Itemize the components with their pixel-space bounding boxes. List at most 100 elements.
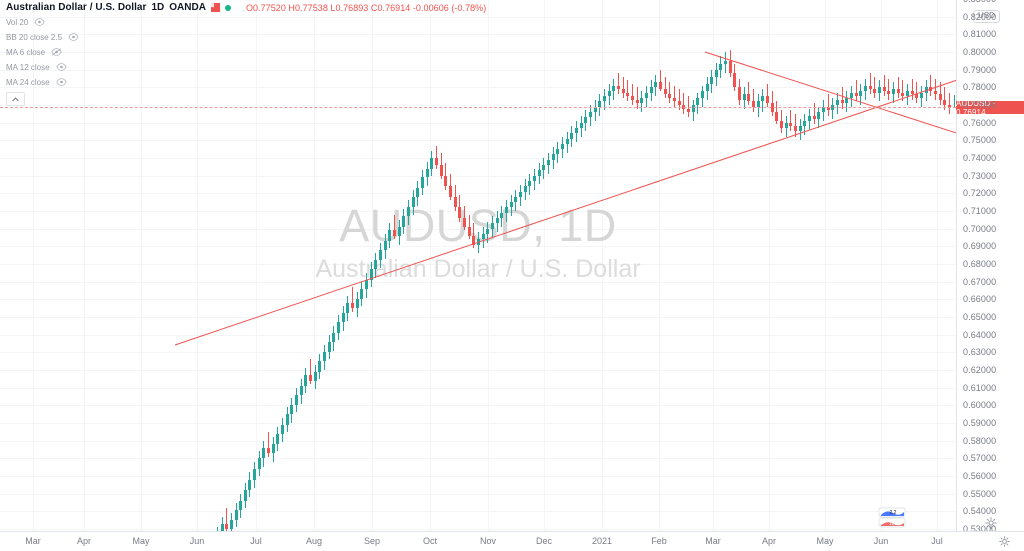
candle-wick	[944, 87, 945, 111]
candle-wick	[637, 87, 638, 109]
candle-body-down	[468, 226, 471, 236]
candle-body-down	[458, 207, 461, 219]
eye-icon[interactable]	[55, 63, 67, 71]
candle-body-up	[365, 279, 368, 289]
candle-body-up	[524, 186, 527, 192]
candle-wick	[940, 82, 941, 105]
candle-body-up	[603, 96, 606, 102]
candle-body-down	[887, 90, 890, 95]
candle-body-up	[836, 99, 839, 105]
indicator-legend-row[interactable]: BB 20 close 2.5	[6, 30, 486, 44]
candle-wick	[884, 74, 885, 97]
eye-icon[interactable]	[68, 33, 79, 41]
price-tick-label: 0.58000	[963, 436, 997, 446]
price-tick-label: 0.64000	[963, 330, 997, 340]
candle-body-up	[584, 117, 587, 123]
candle-body-up	[580, 122, 583, 128]
exchange-label[interactable]: OANDA	[169, 2, 206, 13]
gridline-vertical	[713, 0, 714, 531]
interval-label[interactable]: 1D	[151, 2, 165, 13]
candle-body-up	[300, 385, 303, 395]
gridline-horizontal	[0, 34, 956, 35]
price-tick-label: 0.69000	[963, 241, 997, 251]
candle-wick	[748, 82, 749, 105]
price-tick-label: 0.60000	[963, 400, 997, 410]
gear-icon[interactable]	[985, 517, 997, 529]
price-tick-label: 0.74000	[963, 153, 997, 163]
price-tick-label: 0.81000	[963, 29, 997, 39]
indicator-legend-row[interactable]: MA 12 close	[6, 60, 486, 74]
candle-wick	[310, 359, 311, 385]
candle-wick	[688, 96, 689, 118]
eye-icon[interactable]	[55, 78, 67, 86]
symbol-row[interactable]: Australian Dollar / U.S. Dollar 1D OANDA…	[6, 1, 486, 14]
candle-body-up	[519, 191, 522, 197]
candle-body-up	[398, 226, 401, 236]
price-tick-label: 0.55000	[963, 489, 997, 499]
eye-icon[interactable]	[34, 18, 45, 26]
indicator-legend-row[interactable]: MA 24 close	[6, 75, 486, 89]
gridline-horizontal	[0, 193, 956, 194]
chevron-up-icon	[12, 96, 19, 101]
candle-body-up	[402, 216, 405, 227]
candle-body-up	[262, 447, 265, 459]
candle-body-up	[491, 223, 494, 229]
eye-off-icon[interactable]	[51, 48, 62, 56]
candle-body-up	[654, 82, 657, 88]
price-scale[interactable]: USD AUDUSD · 0.76914 0.83000 0.82000 0.810…	[956, 0, 1024, 534]
gridline-vertical	[314, 0, 315, 531]
candle-body-up	[318, 361, 321, 372]
gridline-vertical	[544, 0, 545, 531]
gridline-vertical	[256, 0, 257, 531]
candle-body-up	[482, 233, 485, 240]
candle-body-up	[248, 479, 251, 491]
indicator-legend-row[interactable]: Vol 20	[6, 15, 486, 29]
gridline-horizontal	[0, 282, 956, 283]
candle-body-down	[393, 230, 396, 236]
candle-body-up	[556, 149, 559, 155]
candle-body-up	[850, 92, 853, 98]
candle-body-down	[948, 105, 951, 107]
price-tick-label: 0.59000	[963, 418, 997, 428]
price-tick-label: 0.82000	[963, 12, 997, 22]
candle-wick	[870, 73, 871, 95]
price-tick-label: 0.80000	[963, 47, 997, 57]
candle-wick	[436, 145, 437, 169]
time-scale[interactable]: Mar Apr May Jun Jul Aug Sep Oct Nov Dec 2021 Feb Mar…	[0, 531, 1024, 551]
candle-body-up	[757, 101, 760, 107]
trendline-drawings[interactable]	[0, 0, 956, 531]
candle-body-up	[430, 158, 433, 169]
gridline-horizontal	[0, 123, 956, 124]
gridline-horizontal	[0, 158, 956, 159]
candle-body-down	[617, 85, 620, 90]
candle-body-up	[785, 122, 788, 128]
candle-body-down	[934, 90, 937, 95]
legend-collapse-button[interactable]	[6, 92, 25, 106]
candle-body-down	[738, 87, 741, 100]
candle-body-up	[253, 468, 256, 480]
candle-body-down	[901, 92, 904, 97]
gear-icon[interactable]	[999, 536, 1010, 547]
indicator-legend-list: Vol 20 BB 20 close 2.5 MA 6 close MA 12 clo…	[6, 15, 486, 89]
price-tick-label: 0.68000	[963, 259, 997, 269]
descending-trendline[interactable]	[704, 51, 956, 140]
candle-body-down	[622, 89, 625, 93]
market-status-dot-icon[interactable]	[224, 4, 231, 11]
chart-gridlines	[0, 0, 956, 531]
symbol-name[interactable]: Australian Dollar / U.S. Dollar	[6, 2, 147, 13]
candle-body-up	[407, 207, 410, 217]
ascending-trendline[interactable]	[174, 73, 956, 346]
candle-body-up	[598, 101, 601, 107]
indicator-legend-row[interactable]: MA 6 close	[6, 45, 486, 59]
broker-logo-badge[interactable]: 2.2 183	[876, 506, 908, 532]
candle-body-down	[869, 85, 872, 90]
candle-body-up	[486, 228, 489, 234]
time-tick-label: Dec	[535, 536, 553, 546]
candle-body-up	[561, 143, 564, 150]
candle-body-up	[514, 196, 517, 203]
gridline-vertical	[881, 0, 882, 531]
candle-body-down	[939, 94, 942, 100]
candle-body-down	[775, 112, 778, 121]
gridline-horizontal	[0, 458, 956, 459]
indicator-label: Vol 20	[6, 17, 29, 27]
